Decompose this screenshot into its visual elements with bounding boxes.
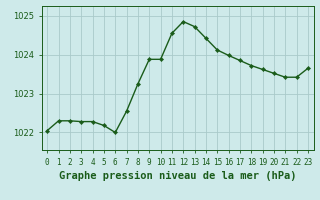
X-axis label: Graphe pression niveau de la mer (hPa): Graphe pression niveau de la mer (hPa) xyxy=(59,171,296,181)
